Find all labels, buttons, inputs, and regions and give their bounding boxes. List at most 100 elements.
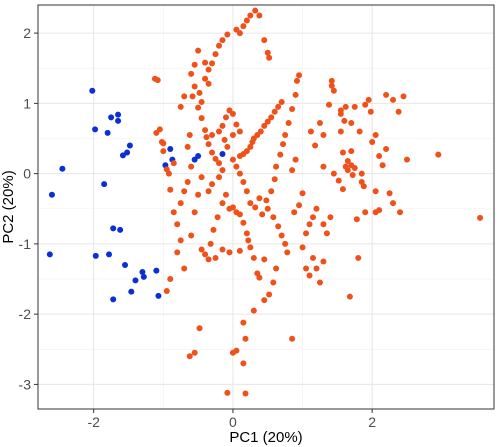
data-point-series-2 — [275, 223, 282, 230]
data-point-series-2 — [320, 131, 327, 138]
data-point-series-2 — [247, 200, 254, 207]
data-point-series-2 — [346, 293, 353, 300]
data-point-series-2 — [242, 390, 249, 397]
data-point-series-2 — [167, 186, 174, 193]
data-point-series-2 — [303, 230, 310, 237]
data-point-series-2 — [170, 160, 177, 167]
data-point-series-2 — [376, 153, 383, 160]
data-point-series-2 — [219, 167, 226, 174]
data-point-series-2 — [214, 214, 221, 221]
data-point-series-2 — [177, 237, 184, 244]
data-point-series-2 — [198, 174, 205, 181]
data-point-series-2 — [372, 188, 379, 195]
data-point-series-2 — [203, 134, 210, 141]
data-point-series-2 — [358, 170, 365, 177]
data-point-series-1 — [89, 87, 96, 94]
data-point-series-2 — [229, 131, 236, 138]
data-point-series-2 — [293, 77, 300, 84]
data-point-series-2 — [369, 139, 376, 146]
data-point-series-2 — [289, 105, 296, 112]
data-point-series-2 — [243, 230, 250, 237]
data-point-series-2 — [323, 230, 330, 237]
data-point-series-1 — [108, 114, 115, 121]
data-point-series-2 — [240, 360, 247, 367]
data-point-series-2 — [362, 101, 369, 108]
x-axis-title: PC1 (20%) — [229, 429, 302, 446]
data-point-series-2 — [219, 122, 226, 129]
data-point-series-2 — [344, 157, 351, 164]
data-point-series-2 — [174, 221, 181, 228]
data-point-series-2 — [339, 149, 346, 156]
data-point-series-2 — [243, 17, 250, 24]
data-point-series-2 — [205, 141, 212, 148]
data-point-series-2 — [188, 70, 195, 77]
data-point-series-2 — [245, 237, 252, 244]
data-point-series-2 — [236, 247, 243, 254]
data-point-series-2 — [198, 98, 205, 105]
data-point-series-2 — [224, 143, 231, 150]
data-point-series-2 — [372, 209, 379, 216]
data-point-series-2 — [337, 128, 344, 135]
data-point-series-2 — [312, 142, 319, 149]
data-point-series-2 — [160, 140, 167, 147]
data-point-series-2 — [268, 114, 275, 121]
data-point-series-1 — [122, 261, 129, 268]
data-point-series-2 — [351, 103, 358, 110]
data-point-series-2 — [320, 221, 327, 228]
data-point-series-2 — [195, 191, 202, 198]
data-point-series-2 — [198, 115, 205, 122]
data-point-series-2 — [296, 202, 303, 209]
data-point-series-2 — [289, 335, 296, 342]
data-point-series-2 — [306, 272, 313, 279]
data-point-series-2 — [207, 240, 214, 247]
data-point-series-2 — [266, 291, 273, 298]
data-point-series-1 — [167, 146, 174, 153]
data-point-series-2 — [299, 244, 306, 251]
data-point-series-2 — [177, 103, 184, 110]
y-axis-title: PC2 (20%) — [0, 170, 17, 243]
data-point-series-2 — [435, 151, 442, 158]
data-point-series-2 — [221, 136, 228, 143]
y-tick-label: 0 — [23, 166, 31, 182]
data-point-series-2 — [202, 75, 209, 82]
data-point-series-2 — [249, 139, 256, 146]
data-point-series-1 — [92, 126, 99, 133]
data-point-series-2 — [273, 265, 280, 272]
data-point-series-2 — [153, 129, 160, 136]
data-point-series-2 — [261, 122, 268, 129]
data-point-series-2 — [212, 254, 219, 261]
data-point-series-2 — [292, 91, 299, 98]
data-point-series-2 — [247, 143, 254, 150]
data-point-series-2 — [271, 108, 278, 115]
data-point-series-1 — [106, 251, 113, 258]
data-point-series-2 — [247, 12, 254, 19]
data-point-series-2 — [356, 128, 363, 135]
data-point-series-2 — [222, 114, 229, 121]
data-point-series-2 — [264, 205, 271, 212]
data-point-series-2 — [316, 279, 323, 286]
data-point-series-2 — [349, 172, 356, 179]
data-point-series-2 — [181, 93, 188, 100]
data-point-series-1 — [46, 251, 53, 258]
data-point-series-2 — [328, 77, 335, 84]
data-point-series-2 — [240, 319, 247, 326]
data-point-series-2 — [188, 232, 195, 239]
data-point-series-2 — [320, 258, 327, 265]
data-point-series-2 — [335, 177, 342, 184]
data-point-series-1 — [115, 111, 122, 118]
data-point-series-2 — [320, 163, 327, 170]
data-point-series-1 — [132, 277, 139, 284]
data-point-series-2 — [224, 389, 231, 396]
data-point-series-2 — [353, 216, 360, 223]
data-point-series-2 — [205, 256, 212, 263]
data-point-series-2 — [242, 335, 249, 342]
data-point-series-2 — [160, 148, 167, 155]
data-point-series-2 — [341, 117, 348, 124]
data-point-series-1 — [115, 117, 122, 124]
data-point-series-2 — [188, 163, 195, 170]
data-point-series-2 — [309, 214, 316, 221]
data-point-series-2 — [383, 91, 390, 98]
data-point-series-1 — [139, 268, 146, 275]
data-point-series-2 — [202, 59, 209, 66]
data-point-series-2 — [240, 23, 247, 30]
